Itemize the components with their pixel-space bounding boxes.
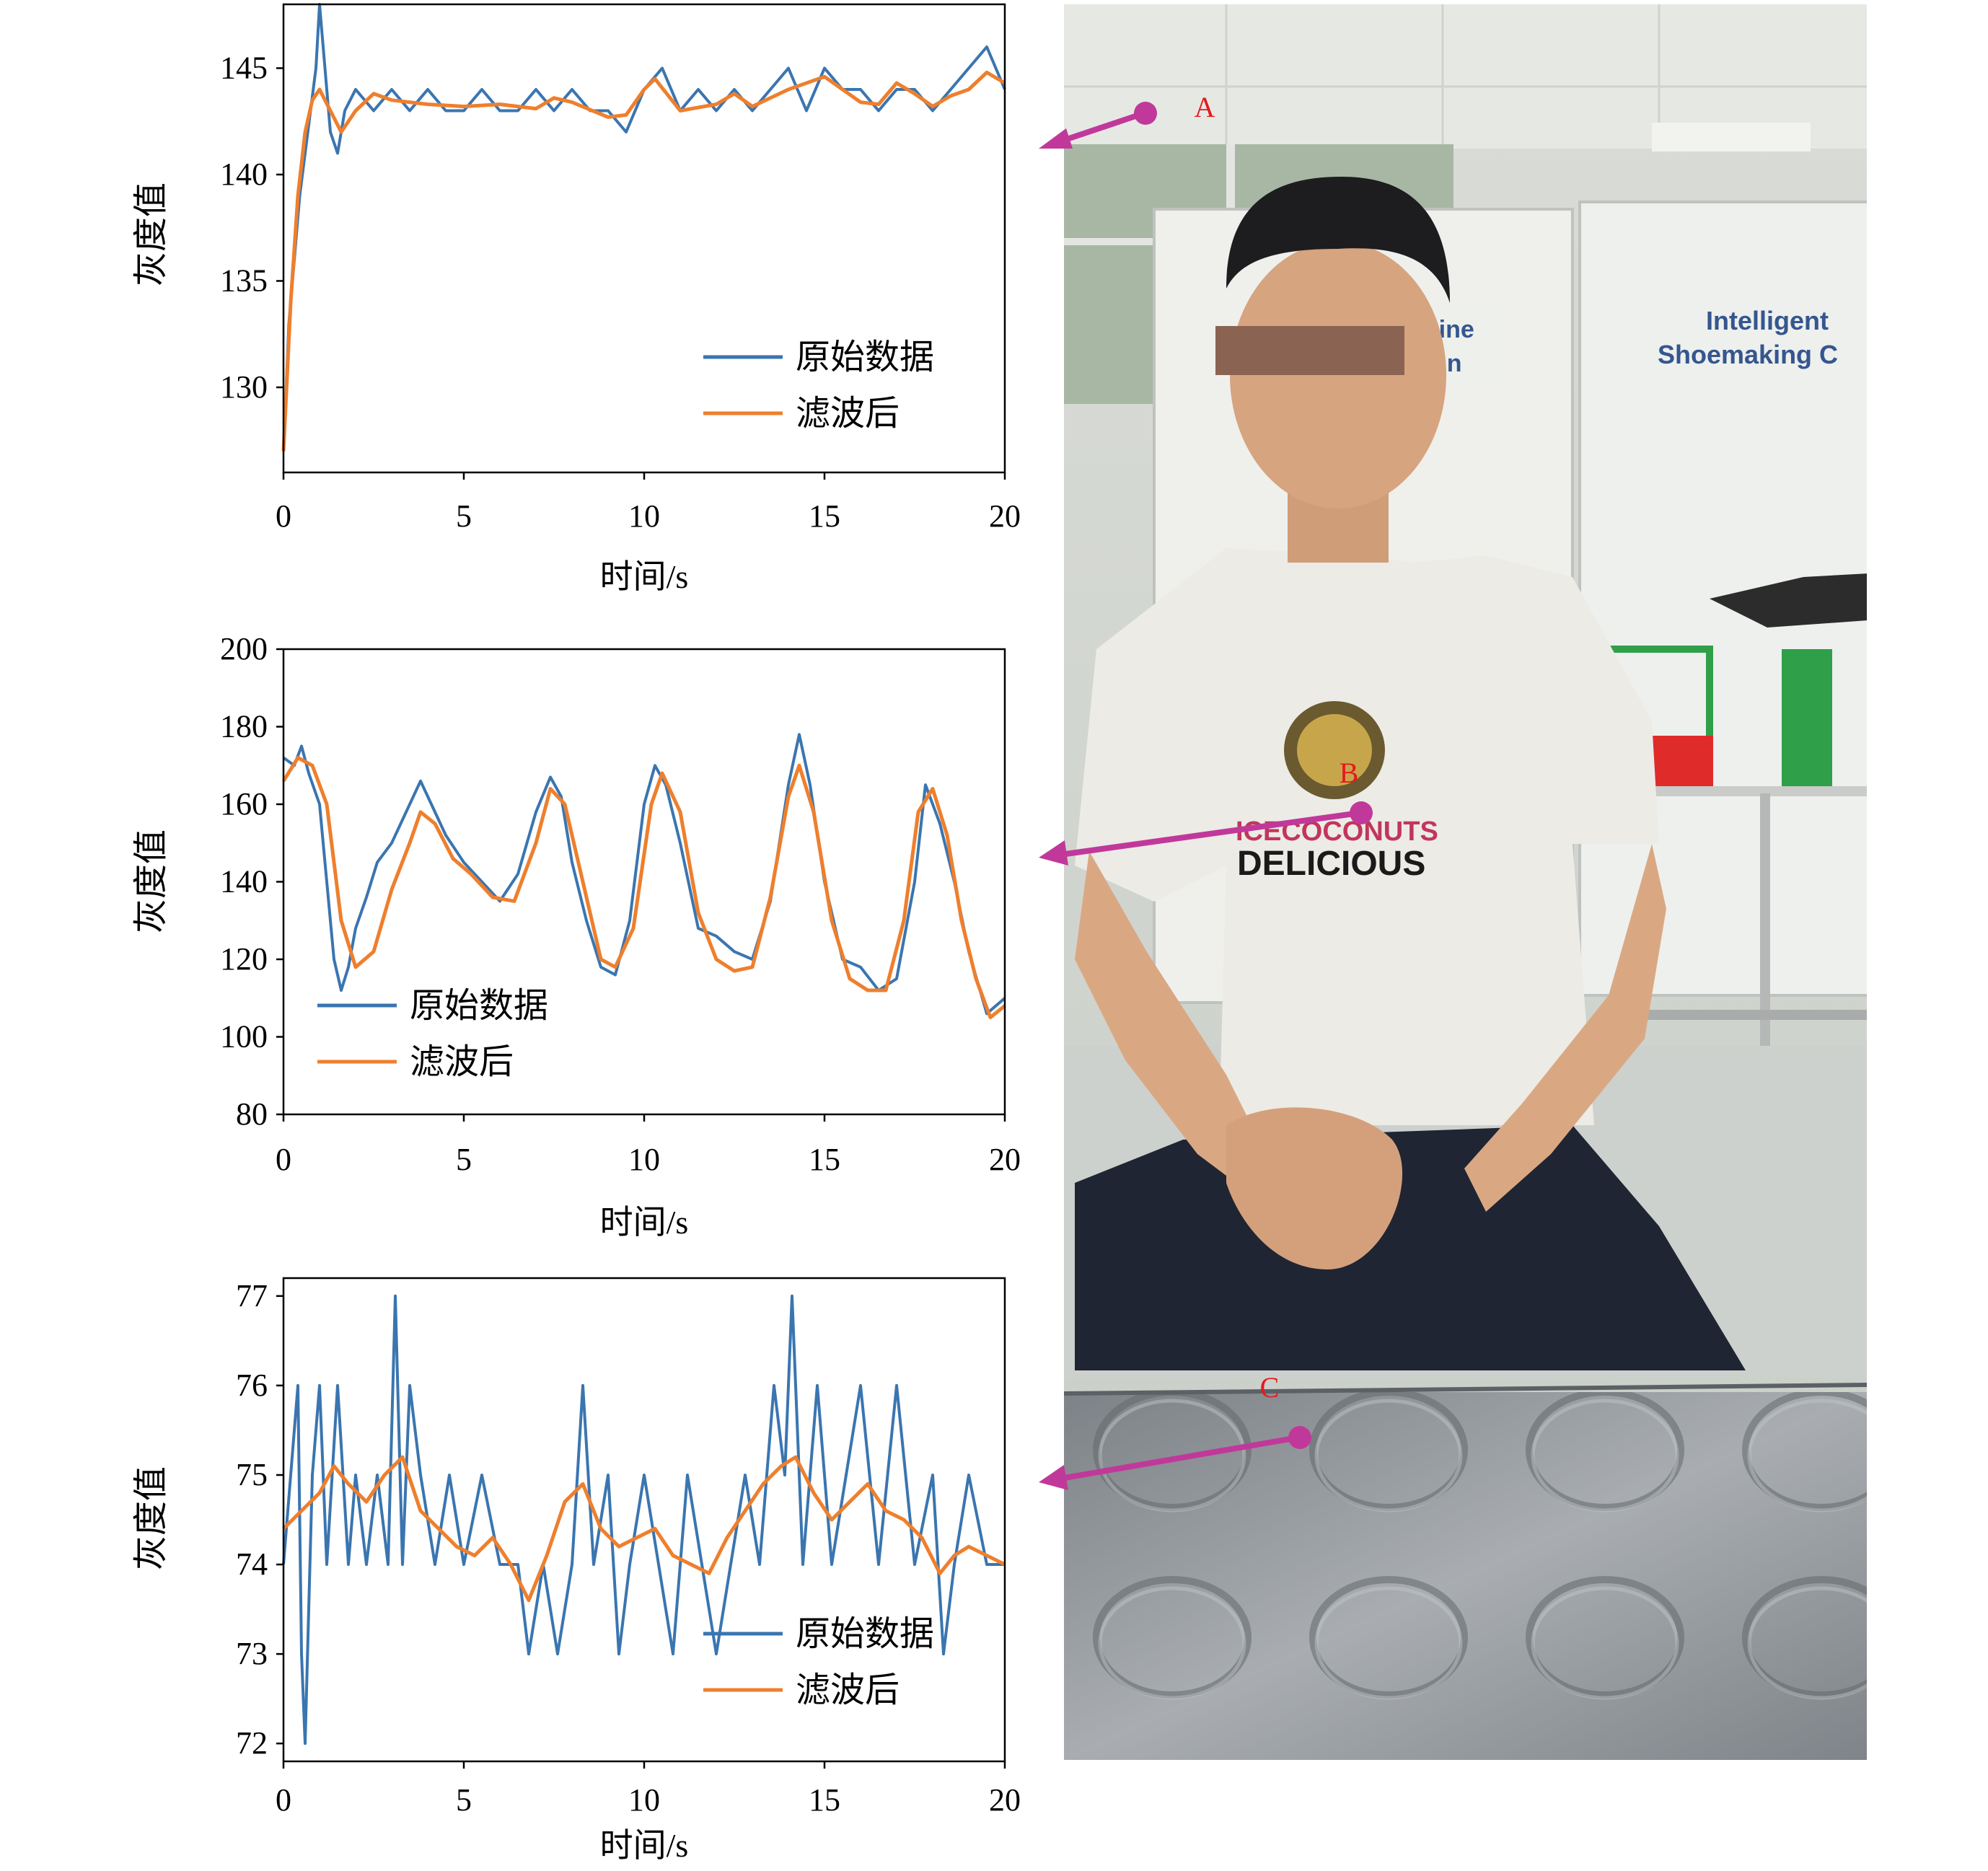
arrows bbox=[1039, 102, 1373, 1490]
marker-a-dot bbox=[1134, 102, 1157, 125]
y-tick-label: 75 bbox=[236, 1457, 268, 1492]
plot-frame bbox=[282, 648, 1006, 1116]
legend-raw-label: 原始数据 bbox=[796, 1615, 934, 1653]
x-tick-label: 20 bbox=[989, 1782, 1021, 1818]
marker-b-label: B bbox=[1340, 757, 1359, 789]
x-tick-label: 20 bbox=[989, 1142, 1021, 1177]
x-axis-label: 时间/s bbox=[600, 558, 689, 595]
arrow-a-head bbox=[1039, 128, 1073, 149]
y-axis-label: 灰度值 bbox=[132, 1466, 170, 1570]
sign-right-line-1: Intelligent bbox=[1706, 306, 1829, 335]
legend-raw-label: 原始数据 bbox=[796, 338, 934, 377]
arrow-b bbox=[1060, 810, 1360, 858]
marker-c-label: C bbox=[1260, 1371, 1280, 1404]
y-tick-label: 76 bbox=[236, 1368, 268, 1403]
y-tick-label: 72 bbox=[236, 1725, 268, 1761]
x-axis-label: 时间/s bbox=[600, 1204, 689, 1241]
filtered-line bbox=[281, 756, 1006, 1020]
x-tick-label: 0 bbox=[276, 1782, 291, 1818]
x-tick-label: 0 bbox=[276, 1142, 291, 1177]
arrow-a bbox=[1059, 110, 1145, 144]
y-tick-label: 73 bbox=[236, 1636, 268, 1671]
chart-middle: 80 100 120 140 160 180 200 0 5 10 15 20 时间/s 灰度值原始数据滤… bbox=[132, 631, 1021, 1241]
sign-right-line-2: Shoemaking C bbox=[1658, 340, 1838, 369]
x-tick-label: 10 bbox=[628, 498, 660, 534]
legend-filtered-label: 滤波后 bbox=[796, 1671, 900, 1709]
raw-data-line bbox=[282, 733, 1006, 1016]
x-tick-label: 20 bbox=[989, 498, 1021, 534]
y-tick-label: 140 bbox=[220, 864, 268, 899]
y-tick-label: 200 bbox=[220, 631, 268, 666]
arrow-c-head bbox=[1039, 1465, 1068, 1490]
y-tick-label: 145 bbox=[220, 50, 268, 86]
filtered-line bbox=[281, 70, 1006, 452]
shirt-text-line-2: DELICIOUS bbox=[1237, 845, 1425, 883]
y-tick-label: 140 bbox=[220, 157, 268, 192]
y-tick-label: 74 bbox=[236, 1546, 268, 1582]
x-tick-label: 5 bbox=[456, 498, 472, 534]
x-axis-label: 时间/s bbox=[600, 1827, 689, 1864]
legend-filtered-label: 滤波后 bbox=[796, 395, 900, 433]
y-tick-label: 77 bbox=[236, 1278, 268, 1313]
shirt-text-line-1: ICECOCONUTS bbox=[1236, 816, 1438, 847]
marker-a-label: A bbox=[1195, 91, 1215, 123]
x-tick-label: 5 bbox=[456, 1782, 472, 1818]
y-tick-label: 130 bbox=[220, 369, 268, 405]
y-tick-label: 100 bbox=[220, 1019, 268, 1055]
x-tick-label: 0 bbox=[276, 498, 291, 534]
x-tick-label: 10 bbox=[628, 1782, 660, 1818]
y-tick-label: 135 bbox=[220, 263, 268, 299]
filtered-line bbox=[282, 1455, 1006, 1603]
arrow-c bbox=[1060, 1435, 1299, 1482]
photo: chine on Intelligent Shoemaking C bbox=[1064, 4, 1867, 1760]
x-tick-label: 15 bbox=[809, 1782, 840, 1818]
x-tick-label: 5 bbox=[456, 1142, 472, 1177]
x-tick-label: 15 bbox=[809, 1142, 840, 1177]
marker-c-dot bbox=[1288, 1426, 1311, 1449]
y-tick-label: 180 bbox=[220, 709, 268, 744]
y-axis-label: 灰度值 bbox=[132, 182, 170, 286]
y-tick-label: 160 bbox=[220, 786, 268, 822]
y-axis-label: 灰度值 bbox=[132, 829, 170, 933]
raw-data-line bbox=[282, 1294, 1005, 1745]
arrow-b-head bbox=[1039, 840, 1068, 866]
raw-data-line bbox=[282, 3, 1006, 452]
marker-b-dot bbox=[1350, 801, 1373, 824]
y-tick-label: 120 bbox=[220, 941, 268, 977]
y-tick-label: 80 bbox=[236, 1096, 268, 1132]
x-tick-label: 10 bbox=[628, 1142, 660, 1177]
legend-raw-label: 原始数据 bbox=[410, 987, 548, 1025]
legend-filtered-label: 滤波后 bbox=[410, 1043, 514, 1081]
x-tick-label: 15 bbox=[809, 498, 840, 534]
